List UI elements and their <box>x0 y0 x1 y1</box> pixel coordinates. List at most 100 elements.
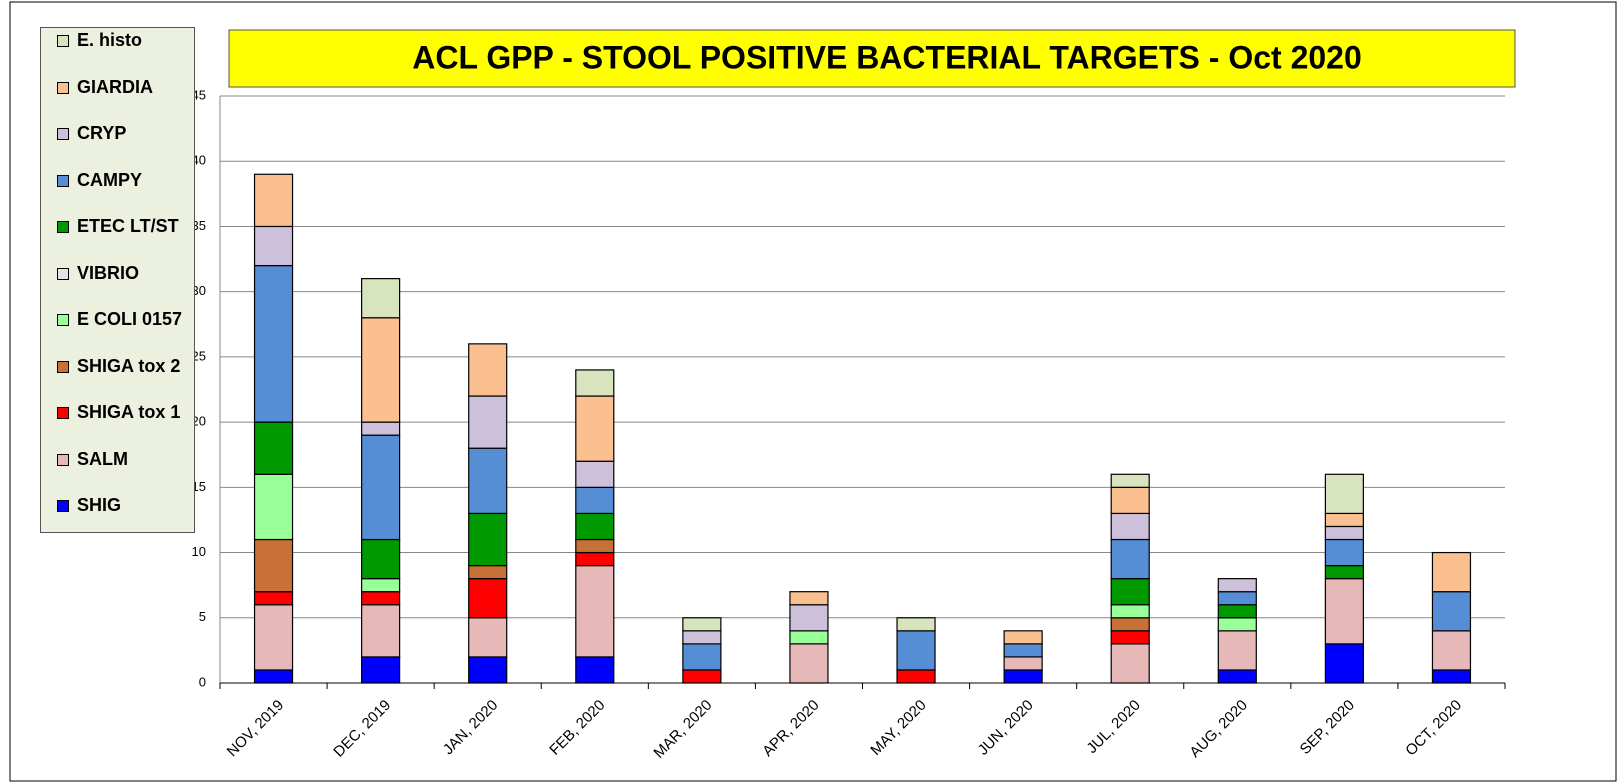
legend-label: CRYP <box>77 123 127 143</box>
y-tick-label: 5 <box>199 609 206 624</box>
y-tick-label: 15 <box>192 479 206 494</box>
bar-segment <box>468 395 508 449</box>
legend-entry: E COLI 0157 <box>57 309 187 329</box>
bar-segment <box>896 617 936 632</box>
legend-entry: SHIGA tox 2 <box>57 356 187 376</box>
legend: E. histo GIARDIA CRYP CAMPY ETEC LT/ST VIBRIO… <box>40 27 195 533</box>
bar-segment <box>575 656 615 684</box>
legend-swatch <box>57 314 69 326</box>
bar-segment <box>253 669 294 684</box>
bar-segment <box>682 630 722 645</box>
bar-segment <box>1324 578 1364 645</box>
bar-segment <box>575 486 615 515</box>
y-tick-label: 40 <box>192 153 206 168</box>
bar-segment <box>1324 512 1364 528</box>
bar-segment <box>468 564 508 580</box>
y-tick-label: 0 <box>199 674 206 689</box>
bar-segment <box>361 434 401 541</box>
bar-segment <box>1110 538 1150 580</box>
legend-entry: CAMPY <box>57 170 187 190</box>
bar-segment <box>682 643 722 671</box>
legend-label: GIARDIA <box>77 76 153 97</box>
bar-segment <box>1324 564 1364 580</box>
x-tick-label: APR, 2020 <box>759 697 822 760</box>
legend-entry: E. histo <box>57 30 187 50</box>
bar-segment <box>253 264 294 423</box>
bar-segment <box>1324 525 1364 541</box>
legend-swatch <box>57 221 69 233</box>
legend-label: VIBRIO <box>77 262 140 283</box>
x-tick-label: MAR, 2020 <box>650 697 715 762</box>
bar-segment <box>682 617 722 632</box>
x-tick-label: AUG, 2020 <box>1186 697 1251 762</box>
legend-swatch <box>57 500 69 512</box>
bar-segment <box>361 317 401 423</box>
bar-segment <box>361 578 401 593</box>
x-tick-label: FEB, 2020 <box>546 697 608 759</box>
bar-segment <box>253 421 294 475</box>
bar-segment <box>575 551 615 567</box>
bar-segment <box>361 604 401 658</box>
legend-label: E COLI 0157 <box>77 309 183 329</box>
bar-segment <box>468 343 508 397</box>
bar-segment <box>253 591 294 606</box>
y-tick-label: 30 <box>192 283 206 298</box>
bar-segment <box>1431 591 1472 632</box>
bar-segment <box>575 369 615 397</box>
bar-segment <box>1003 643 1043 658</box>
bar-segment <box>253 473 294 541</box>
bar-segment <box>361 591 401 606</box>
bar-segment <box>253 225 294 267</box>
legend-swatch <box>57 267 69 280</box>
legend-label: SHIGA tox 1 <box>77 402 181 422</box>
legend-entry: GIARDIA <box>57 77 187 97</box>
bar-segment <box>468 617 508 658</box>
bar-segment <box>1110 578 1150 606</box>
bar-segment <box>1110 643 1150 684</box>
x-tick-label: NOV, 2019 <box>224 697 288 761</box>
bar-segment <box>1110 486 1150 515</box>
legend-swatch <box>57 453 69 466</box>
bar-segment <box>1324 643 1364 684</box>
y-tick-label: 25 <box>192 348 206 363</box>
bar-segment <box>468 512 508 567</box>
chart-title: ACL GPP - STOOL POSITIVE BACTERIAL TARGE… <box>412 39 1362 75</box>
legend-swatch <box>57 360 69 373</box>
y-tick-label: 20 <box>192 414 206 429</box>
legend-label: CAMPY <box>77 169 143 190</box>
legend-label: SHIG <box>77 495 122 515</box>
legend-swatch <box>57 81 69 94</box>
legend-swatch <box>57 128 69 140</box>
y-tick-label: 10 <box>192 544 206 559</box>
bar-segment <box>1431 669 1472 684</box>
legend-entry: SALM <box>57 449 187 469</box>
bar-segment <box>253 604 294 671</box>
legend-label: SHIGA tox 2 <box>77 355 181 376</box>
x-tick-label: SEP, 2020 <box>1297 697 1358 758</box>
bar-segment <box>789 604 829 632</box>
legend-entry: VIBRIO <box>57 263 187 283</box>
bar-segment <box>575 395 615 462</box>
bar-segment <box>1217 591 1257 606</box>
bar-segment <box>1003 656 1043 671</box>
bar-segment <box>1003 630 1043 645</box>
bar-segment <box>1110 512 1150 541</box>
legend-swatch <box>57 35 69 47</box>
bar-segment <box>1003 669 1043 684</box>
bar-segment <box>468 447 508 515</box>
bar-segment <box>1324 538 1364 567</box>
bar-segment <box>575 460 615 488</box>
bar-segment <box>1110 604 1150 619</box>
legend-label: E. histo <box>77 30 143 50</box>
bar-segment <box>575 538 615 554</box>
legend-label: SALM <box>77 448 128 469</box>
legend-entry: CRYP <box>57 123 187 143</box>
x-tick-label: JAN, 2020 <box>440 697 502 759</box>
y-tick-label: 45 <box>192 87 206 102</box>
legend-swatch <box>57 407 69 419</box>
bar-segment <box>361 278 401 319</box>
title-box <box>228 29 1516 88</box>
x-tick-label: DEC, 2019 <box>330 697 394 761</box>
